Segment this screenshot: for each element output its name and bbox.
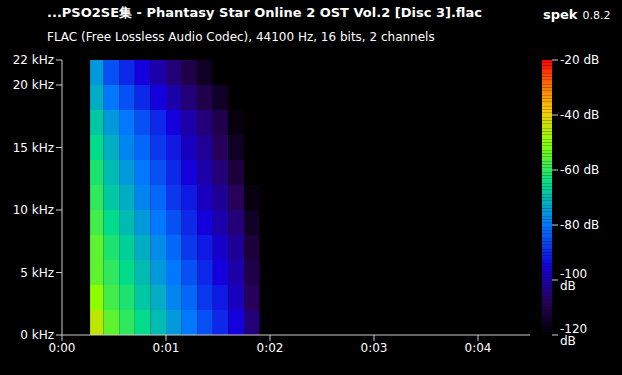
svg-text:-100dB: -100dB bbox=[560, 267, 587, 293]
svg-text:0:02: 0:02 bbox=[257, 341, 284, 355]
html-text:...PSO2SE集 - Phantasy Star Onl: ...PSO2SE集 - Phantasy Star Online 2 OST … bbox=[47, 5, 482, 20]
svg-text:15 kHz: 15 kHz bbox=[13, 141, 54, 155]
svg-text:-80 dB: -80 dB bbox=[560, 218, 599, 232]
svg-text:0:00: 0:00 bbox=[49, 341, 76, 355]
svg-text:0 kHz: 0 kHz bbox=[20, 328, 54, 342]
svg-text:20 kHz: 20 kHz bbox=[13, 78, 54, 92]
html-text:spek 0.8.2: spek 0.8.2 bbox=[543, 7, 611, 22]
svg-text:0:04: 0:04 bbox=[465, 341, 492, 355]
svg-text:22 kHz: 22 kHz bbox=[13, 53, 54, 67]
svg-text:0:03: 0:03 bbox=[361, 341, 388, 355]
svg-text:0:01: 0:01 bbox=[153, 341, 180, 355]
svg-text:5 kHz: 5 kHz bbox=[20, 266, 54, 280]
svg-text:10 kHz: 10 kHz bbox=[13, 203, 54, 217]
svg-text:-40 dB: -40 dB bbox=[560, 108, 599, 122]
svg-text:-20 dB: -20 dB bbox=[560, 53, 599, 67]
svg-text:-60 dB: -60 dB bbox=[560, 163, 599, 177]
svg-text:-120dB: -120dB bbox=[560, 322, 587, 348]
html-text:FLAC (Free Lossless Audio Code: FLAC (Free Lossless Audio Codec), 44100 … bbox=[47, 30, 435, 44]
